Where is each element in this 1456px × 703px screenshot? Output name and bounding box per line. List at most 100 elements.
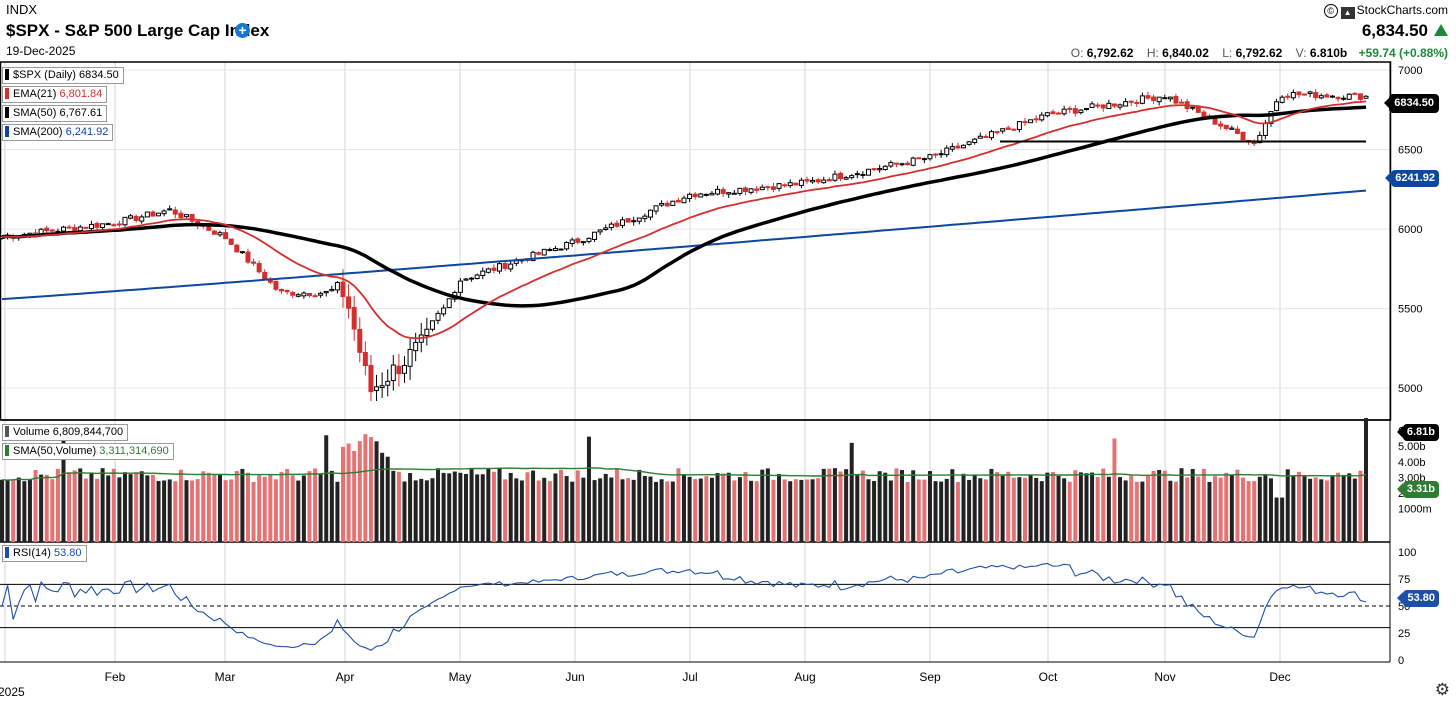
candle-body xyxy=(390,364,396,382)
volume-bar xyxy=(570,481,575,542)
volume-bar xyxy=(1285,469,1290,542)
x-axis-tick: Apr xyxy=(336,670,355,684)
candle-body xyxy=(340,281,346,298)
volume-bar xyxy=(1352,478,1357,542)
volume-bar xyxy=(1050,472,1055,542)
legend-swatch xyxy=(5,426,9,437)
volume-bar xyxy=(1112,438,1117,542)
price-axis-tick: 7000 xyxy=(1398,65,1422,77)
candle-body xyxy=(1363,95,1369,99)
candle-body xyxy=(306,292,312,297)
volume-bar xyxy=(709,477,714,542)
candle-body xyxy=(787,182,793,187)
legend-price[interactable]: $SPX (Daily) 6834.50 xyxy=(2,67,124,84)
volume-bar xyxy=(592,480,597,542)
candle-body xyxy=(564,242,570,250)
volume-bar xyxy=(1073,470,1078,542)
candle-body xyxy=(1134,102,1140,105)
volume-bar xyxy=(654,481,659,542)
candle-body xyxy=(60,226,66,232)
volume-bar xyxy=(771,479,776,542)
volume-bar xyxy=(139,471,144,542)
candle-body xyxy=(1352,92,1358,95)
legend-sma200[interactable]: SMA(200) 6,241.92 xyxy=(2,124,114,141)
volume-bar xyxy=(78,468,83,542)
candle-body xyxy=(893,162,899,165)
candle-body xyxy=(1346,93,1352,100)
brand-label: StockCharts.com xyxy=(1356,3,1448,17)
volume-bar xyxy=(229,479,234,542)
candle-body xyxy=(1050,111,1056,115)
candle-body xyxy=(1156,96,1162,103)
ohlc-readout: O: 6,792.62 H: 6,840.02 L: 6,792.62 V: 6… xyxy=(1061,46,1448,60)
volume-bar xyxy=(687,476,692,542)
volume-bar xyxy=(1296,471,1301,542)
volume-bar xyxy=(536,480,541,542)
plus-circle-icon[interactable]: + xyxy=(235,23,250,38)
volume-bar xyxy=(1235,469,1240,542)
legend-ema[interactable]: EMA(21) 6,801.84 xyxy=(2,86,108,103)
candle-body xyxy=(1268,111,1274,124)
volume-bar xyxy=(648,476,653,542)
volume-bar xyxy=(396,471,401,542)
volume-bar xyxy=(933,481,938,542)
volume-bar xyxy=(145,475,150,542)
volume-bar xyxy=(368,437,373,542)
legend-sma50[interactable]: SMA(50) 6,767.61 xyxy=(2,105,108,122)
volume-bar xyxy=(1129,475,1134,542)
chart-date: 19-Dec-2025 xyxy=(6,44,76,58)
volume-bar xyxy=(670,481,675,542)
candle-body xyxy=(703,193,709,196)
candle-body xyxy=(592,231,598,240)
volume-bar xyxy=(788,481,793,542)
candle-body xyxy=(1302,93,1308,96)
volume-bar xyxy=(441,472,446,542)
volume-bar xyxy=(637,469,642,542)
volume-bar xyxy=(983,479,988,542)
volume-bar xyxy=(1140,481,1145,542)
volume-bar xyxy=(542,477,547,542)
legend-sma200-label: SMA(200) xyxy=(13,126,63,138)
candle-body xyxy=(1290,92,1296,99)
candle-body xyxy=(1128,100,1134,103)
ema21-line xyxy=(1,100,1367,340)
volume-bar xyxy=(5,480,10,542)
volume-bar xyxy=(201,471,206,542)
candle-body xyxy=(1201,111,1207,118)
volume-bar xyxy=(257,475,262,542)
candle-body xyxy=(664,202,670,207)
candle-body xyxy=(776,183,782,189)
candle-body xyxy=(536,252,542,255)
sma200-tag: 6241.92 xyxy=(1385,170,1439,187)
candle-body xyxy=(810,179,816,183)
volume-bar xyxy=(100,468,105,542)
candle-body xyxy=(100,223,106,228)
volume-bar xyxy=(89,472,94,542)
volume-bar xyxy=(782,479,787,542)
candle-body xyxy=(94,222,100,228)
candle-body xyxy=(636,217,642,222)
volume-bar xyxy=(245,472,250,542)
candle-body xyxy=(413,341,419,352)
candle-body xyxy=(1234,128,1240,134)
change-value: +59.74 (+0.88%) xyxy=(1358,46,1448,60)
gear-icon[interactable]: ⚙ xyxy=(1434,680,1450,699)
legend-volsma[interactable]: SMA(50,Volume) 3,311,314,690 xyxy=(2,443,174,460)
candle-body xyxy=(312,295,318,298)
candle-body xyxy=(916,157,922,160)
volume-bar xyxy=(212,475,217,542)
candle-body xyxy=(597,229,603,233)
volume-bar xyxy=(665,481,670,542)
volume-bar xyxy=(508,472,513,542)
volume-bar xyxy=(1134,481,1139,542)
volume-bar xyxy=(1034,477,1039,542)
candle-body xyxy=(681,197,687,204)
legend-volume[interactable]: Volume 6,809,844,700 xyxy=(2,424,129,441)
brand[interactable]: © ▲ StockCharts.com xyxy=(1323,3,1448,19)
candle-body xyxy=(988,131,994,139)
legend-rsi[interactable]: RSI(14) 53.80 xyxy=(2,545,87,562)
volume-bar xyxy=(357,441,362,542)
volume-bar xyxy=(352,450,357,542)
legend-volsma-value: 3,311,314,690 xyxy=(99,445,169,457)
candle-body xyxy=(497,263,503,272)
